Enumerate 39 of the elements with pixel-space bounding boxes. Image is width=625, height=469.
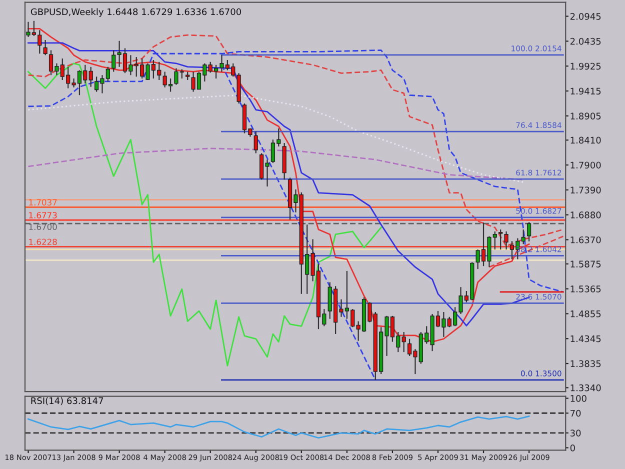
text: 1.7390 [570,186,601,194]
y-tick-label: 1.7900 [570,162,601,169]
line-series [28,50,564,293]
y-tick-label: 0 [570,444,575,452]
y-tick-label: 100 [570,395,586,402]
ref-line-label: 1.6228 [29,238,57,246]
y-tick-label: 1.8905 [570,112,601,120]
candlestick [112,50,116,72]
y-tick-label: 1.6880 [570,212,601,218]
line-series [28,415,530,439]
candlestick [254,130,258,154]
y-tick-label: 1.3340 [570,384,601,392]
candlestick [498,228,503,250]
candlestick [526,222,532,242]
text: 1.8410 [570,136,601,144]
y-tick-label: 1.6370 [570,236,601,244]
y-tick-label: 2.0435 [570,38,601,45]
y-tick-label: 30 [570,430,581,436]
y-tick-label: 1.4345 [570,335,601,342]
y-tick-label: 1.3835 [570,360,601,368]
y-tick-label: 1.9925 [570,62,601,70]
candlestick [88,66,93,88]
ref-line-label: 1.6700 [29,224,57,230]
candlestick [521,228,526,245]
candlestick [402,331,406,353]
text: GBPUSD,Weekly 1.6448 1.6729 1.6336 1.6700 [30,8,242,17]
y-tick-label: 70 [570,410,581,417]
ref-line-label: 1.7037 [29,199,57,206]
y-tick-label: 2.0945 [570,12,601,20]
y-tick-label: 1.9415 [570,88,601,95]
candlestick [504,230,508,250]
y-tick-label: 1.5365 [570,286,601,292]
candlestick [43,39,48,56]
line-series [28,34,564,247]
y-tick-label: 1.5875 [570,260,601,268]
ref-line-label: 1.6773 [29,212,57,218]
chart-title: RSI(14) 63.8147 [31,397,104,406]
line-series [28,62,382,366]
y-tick-label: 1.4855 [570,310,601,318]
